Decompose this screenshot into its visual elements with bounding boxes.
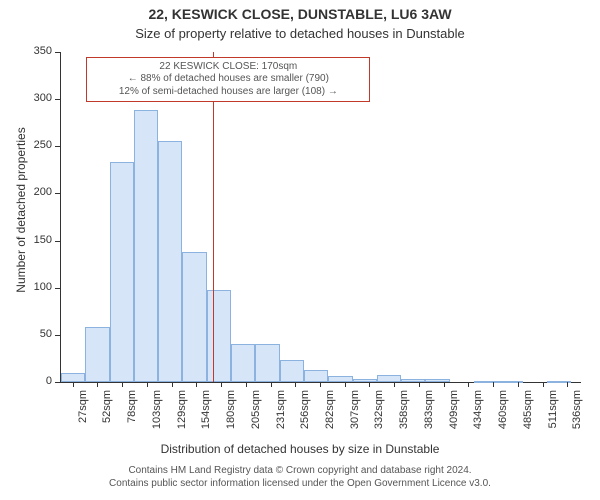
x-tick <box>394 382 395 387</box>
x-axis-label: Distribution of detached houses by size … <box>0 442 600 456</box>
y-tick-label: 0 <box>22 375 52 387</box>
histogram-bar <box>61 373 85 382</box>
x-tick <box>493 382 494 387</box>
x-tick-label: 52sqm <box>101 390 113 440</box>
y-tick-label: 50 <box>22 328 52 340</box>
x-tick-label: 434sqm <box>472 390 484 440</box>
chart-subtitle: Size of property relative to detached ho… <box>0 26 600 41</box>
y-axis-label: Number of detached properties <box>14 80 28 340</box>
x-tick <box>369 382 370 387</box>
histogram-bar <box>255 344 279 382</box>
x-tick <box>543 382 544 387</box>
histogram-bar <box>353 379 377 382</box>
chart-title: 22, KESWICK CLOSE, DUNSTABLE, LU6 3AW <box>0 6 600 22</box>
x-tick-label: 307sqm <box>349 390 361 440</box>
x-tick <box>419 382 420 387</box>
x-tick-label: 27sqm <box>77 390 89 440</box>
y-tick <box>55 193 60 194</box>
histogram-bar <box>110 162 134 382</box>
footer-line-2: Contains public sector information licen… <box>0 478 600 491</box>
x-tick-label: 409sqm <box>448 390 460 440</box>
annotation-line-1: 22 KESWICK CLOSE: 170sqm <box>93 61 363 74</box>
x-tick <box>320 382 321 387</box>
footer-attribution: Contains HM Land Registry data © Crown c… <box>0 465 600 490</box>
x-tick-label: 231sqm <box>275 390 287 440</box>
x-tick <box>295 382 296 387</box>
x-tick-label: 536sqm <box>571 390 583 440</box>
y-tick-label: 300 <box>22 92 52 104</box>
y-tick <box>55 288 60 289</box>
x-tick-label: 358sqm <box>398 390 410 440</box>
x-tick-label: 256sqm <box>299 390 311 440</box>
x-tick <box>567 382 568 387</box>
histogram-bar <box>134 110 158 382</box>
x-tick <box>345 382 346 387</box>
x-tick <box>97 382 98 387</box>
histogram-bar <box>158 141 182 382</box>
x-tick-label: 485sqm <box>522 390 534 440</box>
y-tick <box>55 241 60 242</box>
x-tick <box>172 382 173 387</box>
annotation-box: 22 KESWICK CLOSE: 170sqm← 88% of detache… <box>86 57 370 103</box>
annotation-line-3: 12% of semi-detached houses are larger (… <box>93 86 363 99</box>
x-tick <box>73 382 74 387</box>
histogram-bar <box>304 370 328 382</box>
histogram-bar <box>280 360 304 382</box>
x-tick <box>468 382 469 387</box>
x-tick-label: 103sqm <box>151 390 163 440</box>
x-tick-label: 129sqm <box>176 390 188 440</box>
y-tick <box>55 146 60 147</box>
x-tick-label: 460sqm <box>497 390 509 440</box>
histogram-bar <box>498 381 522 382</box>
x-tick-label: 332sqm <box>373 390 385 440</box>
x-tick-label: 205sqm <box>250 390 262 440</box>
histogram-bar <box>425 379 449 382</box>
x-tick-label: 383sqm <box>423 390 435 440</box>
histogram-bar <box>401 379 425 382</box>
histogram-bar <box>474 381 498 382</box>
x-tick <box>444 382 445 387</box>
histogram-bar <box>231 344 255 382</box>
y-tick-label: 150 <box>22 234 52 246</box>
y-tick <box>55 335 60 336</box>
footer-line-1: Contains HM Land Registry data © Crown c… <box>0 465 600 478</box>
x-tick-label: 180sqm <box>225 390 237 440</box>
x-tick <box>271 382 272 387</box>
y-tick-label: 200 <box>22 186 52 198</box>
x-tick-label: 511sqm <box>547 390 559 440</box>
x-tick <box>246 382 247 387</box>
histogram-bar <box>85 327 109 382</box>
x-tick-label: 78sqm <box>126 390 138 440</box>
y-tick-label: 350 <box>22 45 52 57</box>
y-tick-label: 250 <box>22 139 52 151</box>
histogram-bar <box>328 376 352 382</box>
x-tick <box>122 382 123 387</box>
annotation-line-2: ← 88% of detached houses are smaller (79… <box>93 73 363 86</box>
histogram-bar <box>207 290 231 382</box>
x-tick <box>147 382 148 387</box>
x-tick-label: 154sqm <box>200 390 212 440</box>
y-tick <box>55 382 60 383</box>
y-tick <box>55 52 60 53</box>
y-tick <box>55 99 60 100</box>
histogram-bar <box>182 252 206 382</box>
x-tick-label: 282sqm <box>324 390 336 440</box>
x-tick <box>518 382 519 387</box>
x-tick <box>196 382 197 387</box>
x-tick <box>221 382 222 387</box>
y-tick-label: 100 <box>22 281 52 293</box>
histogram-bar <box>377 375 401 382</box>
